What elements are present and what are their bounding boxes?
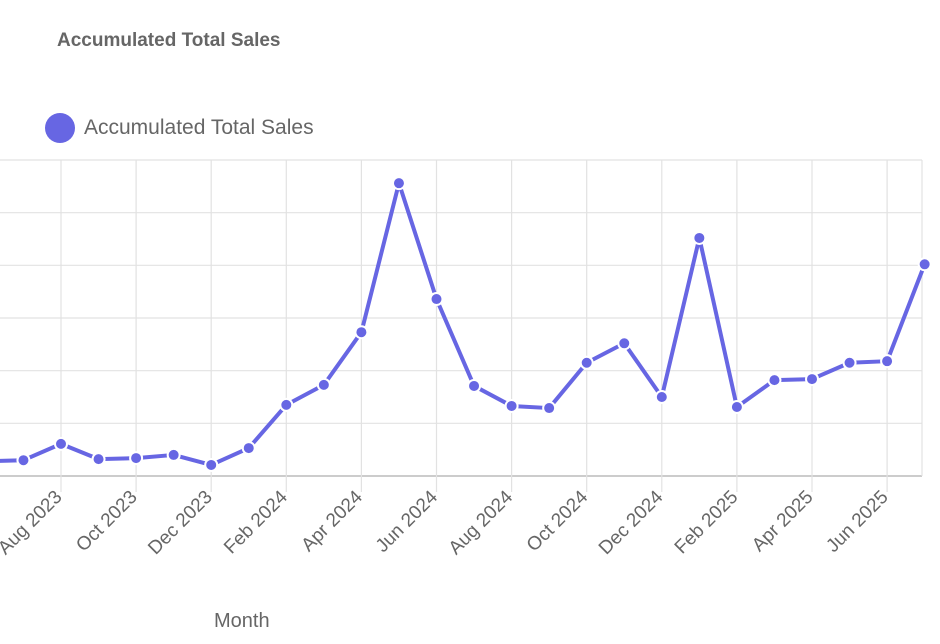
x-tick-label: Oct 2024 bbox=[523, 486, 593, 556]
data-point[interactable]: Jun 2024: 3.36 bbox=[429, 292, 444, 307]
data-point[interactable]: Aug 2024: 1.33 bbox=[504, 398, 519, 413]
legend-label[interactable]: Accumulated Total Sales bbox=[84, 116, 314, 139]
x-tick-label: Dec 2023 bbox=[144, 487, 216, 559]
data-point[interactable]: May 2025: 2.15 bbox=[842, 355, 857, 370]
data-point[interactable]: Oct 2023: 0.34 bbox=[129, 451, 144, 466]
x-tick-label: Aug 2023 bbox=[0, 487, 67, 559]
x-tick-label: Jun 2025 bbox=[822, 487, 892, 557]
x-axis-ticks: Aug 2023 Oct 2023 Dec 2023 Feb 2024 Apr 2024… bbox=[0, 486, 893, 559]
x-tick-label: Feb 2024 bbox=[220, 486, 292, 558]
series-line bbox=[0, 181, 927, 467]
data-point[interactable]: Nov 2024: 2.52 bbox=[617, 336, 632, 351]
gridlines bbox=[0, 159, 923, 492]
x-tick-label: Apr 2025 bbox=[748, 487, 817, 556]
data-point[interactable]: Mar 2024: 1.73 bbox=[316, 377, 331, 392]
data-points: Jun 2023: 0.28Jul 2023: 0.3Aug 2023: 0.6… bbox=[16, 176, 932, 472]
data-point[interactable]: Jul 2023: 0.3 bbox=[16, 453, 31, 468]
data-point[interactable]: Jan 2025: 4.52 bbox=[692, 230, 707, 245]
data-point[interactable]: Oct 2024: 2.15 bbox=[579, 355, 594, 370]
x-axis-label: Month bbox=[214, 610, 270, 632]
data-point[interactable]: Feb 2024: 1.35 bbox=[279, 397, 294, 412]
data-point[interactable]: Jun 2025: 2.18 bbox=[880, 354, 895, 369]
data-point[interactable]: May 2024: 5.56 bbox=[391, 176, 406, 191]
data-point[interactable]: Sep 2023: 0.32 bbox=[91, 452, 106, 467]
x-tick-label: Feb 2025 bbox=[671, 487, 743, 559]
legend-marker-icon[interactable] bbox=[45, 113, 75, 143]
data-point[interactable]: Apr 2025: 1.84 bbox=[805, 372, 819, 387]
data-point[interactable]: Jan 2024: 0.53 bbox=[241, 441, 256, 456]
data-point[interactable]: Dec 2023: 0.21 bbox=[204, 457, 219, 472]
x-tick-label: Oct 2023 bbox=[72, 487, 141, 556]
data-point[interactable]: Dec 2024: 1.5 bbox=[654, 390, 669, 404]
data-point[interactable]: Mar 2025: 1.82 bbox=[767, 373, 782, 388]
chart-title: Accumulated Total Sales bbox=[57, 30, 281, 51]
legend: Accumulated Total Sales bbox=[45, 113, 314, 143]
x-tick-label: Apr 2024 bbox=[298, 486, 368, 556]
data-point[interactable]: Jul 2025: 4.02 bbox=[917, 257, 932, 272]
data-point[interactable]: Aug 2023: 0.61 bbox=[54, 436, 68, 451]
x-tick-label: Aug 2024 bbox=[445, 486, 518, 559]
data-point[interactable]: Nov 2023: 0.4 bbox=[166, 447, 181, 462]
data-point[interactable]: Apr 2024: 2.73 bbox=[354, 325, 369, 340]
x-tick-label: Dec 2024 bbox=[595, 486, 668, 559]
data-point[interactable]: Jul 2024: 1.71 bbox=[467, 378, 482, 393]
data-point[interactable]: Feb 2025: 1.31 bbox=[729, 400, 744, 415]
data-point[interactable]: Sep 2024: 1.29 bbox=[542, 401, 557, 416]
x-tick-label: Jun 2024 bbox=[372, 486, 442, 556]
